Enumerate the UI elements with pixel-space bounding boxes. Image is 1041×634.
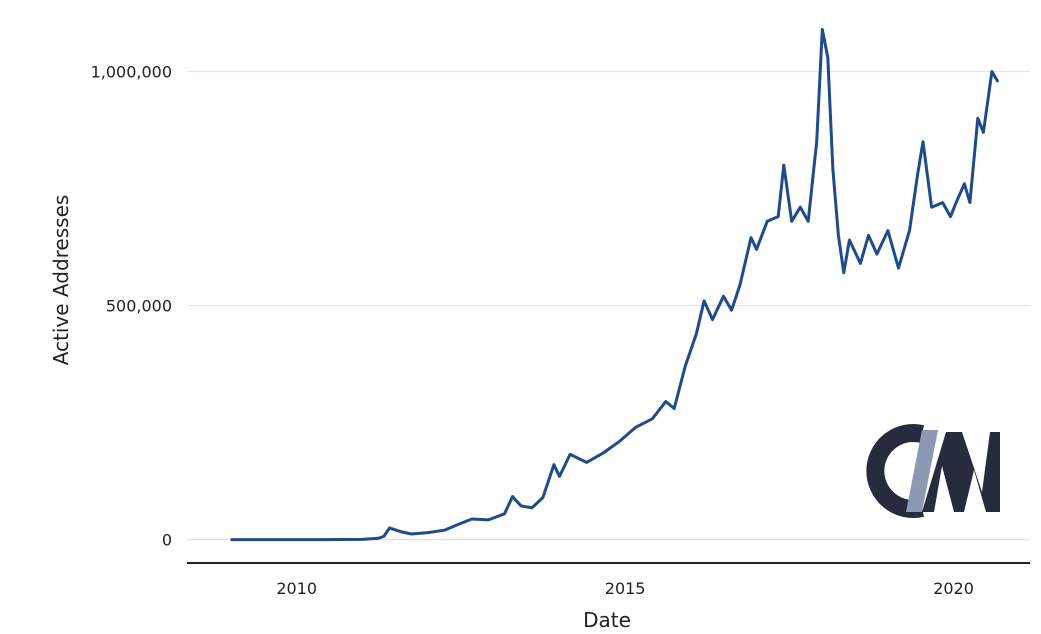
x-tick-label: 2010 [276, 579, 317, 598]
y-tick-labels: 0 500,000 1,000,000 [91, 62, 172, 549]
series-group [230, 27, 999, 542]
x-axis-title: Date [583, 608, 631, 632]
logo-slash-mark [906, 430, 938, 512]
x-tick-labels: 2010 2015 2020 [276, 579, 974, 598]
x-tick-label: 2020 [933, 579, 974, 598]
logo-c-mark [866, 424, 925, 518]
y-tick-label: 1,000,000 [91, 62, 172, 81]
series-line-0 [230, 27, 999, 542]
grid-lines [187, 70, 1030, 541]
y-axis-title: Active Addresses [49, 195, 73, 366]
y-tick-label: 500,000 [106, 297, 172, 316]
logo-m-mark [922, 432, 1000, 512]
x-tick-label: 2015 [605, 579, 646, 598]
y-tick-label: 0 [162, 531, 172, 550]
cm-logo [866, 424, 1000, 518]
